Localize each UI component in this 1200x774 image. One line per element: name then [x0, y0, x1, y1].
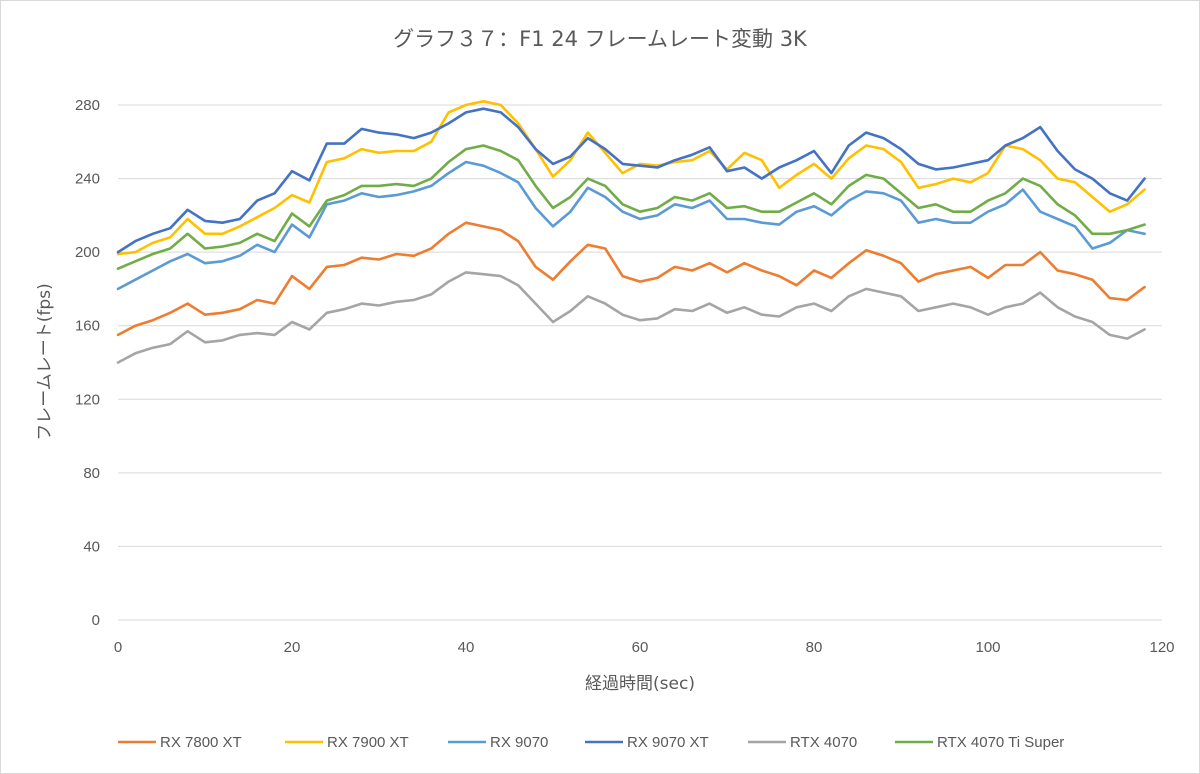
- legend-item: RTX 4070: [748, 734, 857, 751]
- series-line-rtx-4070-ti-super: [116, 144, 1146, 271]
- x-tick-label: 80: [806, 639, 823, 656]
- x-tick-label: 20: [284, 639, 301, 656]
- series-line-rx-9070-xt: [116, 107, 1146, 254]
- x-axis-label: 経過時間(sec): [585, 674, 695, 694]
- y-axis-label: フレームレート(fps): [35, 283, 55, 440]
- x-tick-label: 0: [114, 639, 122, 656]
- legend-label: RX 9070 XT: [627, 734, 709, 751]
- legend-item: RX 9070 XT: [585, 734, 709, 751]
- legend-item: RX 9070: [448, 734, 548, 751]
- legend-label: RX 9070: [490, 734, 548, 751]
- y-tick-label: 0: [92, 612, 100, 629]
- legend-item: RTX 4070 Ti Super: [895, 734, 1064, 751]
- x-tick-label: 60: [632, 639, 649, 656]
- y-tick-label: 240: [75, 171, 100, 188]
- series-line-rx-7800-xt: [116, 221, 1146, 337]
- series-line-rx-9070: [116, 160, 1146, 291]
- y-tick-label: 160: [75, 318, 100, 335]
- legend-label: RX 7900 XT: [327, 734, 409, 751]
- y-tick-label: 80: [83, 465, 100, 482]
- x-axis-ticks: 0 20 40 60 80 100 120: [114, 639, 1175, 656]
- y-axis-ticks: 0 40 80 120 160 200 240 280: [75, 97, 100, 629]
- legend-item: RX 7900 XT: [285, 734, 409, 751]
- legend-label: RX 7800 XT: [160, 734, 242, 751]
- y-tick-label: 120: [75, 391, 100, 408]
- y-tick-label: 200: [75, 244, 100, 261]
- legend-label: RTX 4070: [790, 734, 857, 751]
- x-tick-label: 40: [458, 639, 475, 656]
- chart-title: グラフ３７：F1 24 フレームレート変動 3K: [393, 27, 808, 51]
- legend-item: RX 7800 XT: [118, 734, 242, 751]
- y-tick-label: 40: [83, 538, 100, 555]
- series-lines: [116, 100, 1146, 364]
- legend-label: RTX 4070 Ti Super: [937, 734, 1064, 751]
- legend: RX 7800 XT RX 7900 XT RX 9070 RX 9070 XT RTX…: [118, 734, 1064, 751]
- series-line-rx-7900-xt: [116, 100, 1146, 256]
- series-line-rtx-4070: [116, 271, 1146, 364]
- y-tick-label: 280: [75, 97, 100, 114]
- x-tick-label: 100: [975, 639, 1000, 656]
- x-tick-label: 120: [1149, 639, 1174, 656]
- gridlines: [118, 104, 1162, 621]
